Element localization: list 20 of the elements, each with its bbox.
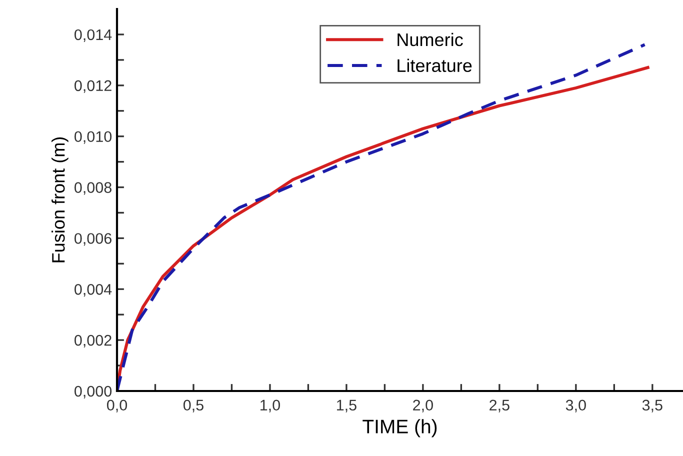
x-tick-label: 0,5	[183, 400, 204, 412]
x-tick-label: 3,5	[642, 400, 662, 412]
y-tick-label: 0,004	[74, 284, 112, 297]
x-tick-label: 0,0	[106, 400, 128, 412]
x-tick-label: 2,5	[490, 400, 510, 412]
legend-label: Numeric	[398, 32, 463, 46]
legend-label: Literature	[398, 58, 472, 72]
y-tick-label: 0,000	[74, 386, 112, 398]
x-tick-label: 1,0	[260, 400, 280, 412]
y-axis-title: Fusion front (m)	[52, 137, 68, 262]
y-tick-label: 0,008	[74, 182, 112, 195]
x-tick-label: 2,0	[413, 400, 433, 412]
y-tick-label: 0,012	[74, 80, 112, 93]
x-axis-title: TIME (h)	[362, 419, 437, 438]
y-tick-label: 0,010	[74, 131, 112, 144]
y-tick-label: 0,014	[74, 29, 112, 42]
x-tick-label: 3,0	[566, 400, 586, 412]
x-tick-label: 1,5	[337, 400, 356, 412]
y-tick-label: 0,006	[74, 233, 112, 246]
y-tick-label: 0,002	[74, 334, 112, 348]
